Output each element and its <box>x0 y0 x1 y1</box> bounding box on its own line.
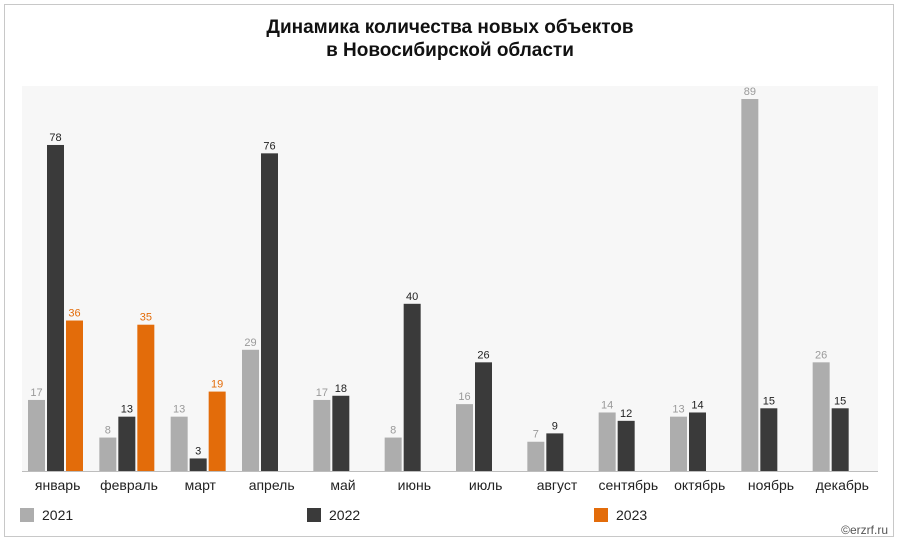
bar-2022-8 <box>546 433 564 471</box>
bar-2021-3 <box>170 416 188 471</box>
bar-2021-5 <box>313 399 331 471</box>
legend-label-2023: 2023 <box>616 507 648 523</box>
bar-2021-1 <box>28 399 45 471</box>
data-label-2022-5: 18 <box>335 383 347 395</box>
data-label-2023-3: 19 <box>211 379 223 391</box>
bar-2023-3 <box>208 391 226 471</box>
data-label-2022-8: 9 <box>552 420 558 432</box>
legend-swatch-2022 <box>307 508 321 522</box>
x-tick-label-7: июль <box>469 477 502 493</box>
bar-2023-2 <box>137 324 155 471</box>
x-tick-label-1: январь <box>35 477 80 493</box>
data-label-2022-9: 12 <box>620 408 632 420</box>
bar-2023-1 <box>66 320 83 471</box>
data-label-2022-7: 26 <box>477 349 489 361</box>
data-label-2022-11: 15 <box>763 395 775 407</box>
data-label-2021-10: 13 <box>672 404 684 416</box>
bar-2022-10 <box>689 412 706 471</box>
bar-2022-12 <box>831 408 849 471</box>
bar-2021-10 <box>670 416 687 471</box>
bar-2021-4 <box>242 349 259 471</box>
x-tick-label-10: октябрь <box>674 477 725 493</box>
data-label-2023-1: 36 <box>68 308 80 320</box>
x-tick-label-2: февраль <box>100 477 158 493</box>
x-tick-label-3: март <box>185 477 217 493</box>
bar-2022-11 <box>760 408 778 471</box>
bar-2021-8 <box>527 441 545 471</box>
legend-item-2023: 2023 <box>594 506 647 524</box>
bar-2022-3 <box>189 458 207 471</box>
data-label-2021-5: 17 <box>316 387 328 399</box>
plot-area <box>22 86 878 471</box>
x-tick-label-6: июнь <box>398 477 431 493</box>
data-label-2021-2: 8 <box>105 425 111 437</box>
x-tick-label-8: август <box>537 477 578 493</box>
x-tick-label-5: май <box>330 477 355 493</box>
legend-swatch-2023 <box>594 508 608 522</box>
legend-label-2021: 2021 <box>42 507 74 523</box>
bar-2022-6 <box>403 303 421 471</box>
bar-2022-7 <box>475 362 492 471</box>
legend-label-2022: 2022 <box>329 507 361 523</box>
data-label-2022-2: 13 <box>121 404 133 416</box>
data-label-2023-2: 35 <box>140 312 152 324</box>
x-tick-label-4: апрель <box>249 477 295 493</box>
data-label-2021-3: 13 <box>173 404 185 416</box>
data-label-2021-9: 14 <box>601 399 613 411</box>
legend-item-2021: 2021 <box>20 506 73 524</box>
x-tick-label-12: декабрь <box>816 477 869 493</box>
chart-title: Динамика количества новых объектов в Нов… <box>0 16 900 62</box>
data-label-2022-1: 78 <box>49 132 61 144</box>
data-label-2022-10: 14 <box>691 399 703 411</box>
data-label-2022-6: 40 <box>406 291 418 303</box>
bar-2022-9 <box>617 420 635 471</box>
legend-swatch-2021 <box>20 508 34 522</box>
chart-title-line1: Динамика количества новых объектов <box>266 17 634 38</box>
bar-2021-9 <box>598 412 616 471</box>
data-label-2021-6: 8 <box>390 425 396 437</box>
data-label-2021-12: 26 <box>815 349 827 361</box>
data-label-2022-12: 15 <box>834 395 846 407</box>
bar-2022-1 <box>47 144 64 471</box>
data-label-2021-4: 29 <box>244 337 256 349</box>
bar-2021-2 <box>99 437 117 471</box>
bar-2021-7 <box>456 404 473 471</box>
data-label-2022-3: 3 <box>195 445 201 457</box>
bar-2021-6 <box>384 437 402 471</box>
data-label-2021-1: 17 <box>30 387 42 399</box>
legend-item-2022: 2022 <box>307 506 360 524</box>
bar-2021-12 <box>812 362 830 471</box>
data-label-2021-8: 7 <box>533 429 539 441</box>
x-tick-label-11: ноябрь <box>748 477 794 493</box>
data-label-2021-7: 16 <box>458 391 470 403</box>
x-tick-label-9: сентябрь <box>599 477 659 493</box>
data-label-2022-4: 76 <box>263 140 275 152</box>
bar-2021-11 <box>741 99 759 471</box>
data-label-2021-11: 89 <box>744 86 756 98</box>
bar-2022-4 <box>261 153 278 471</box>
watermark: ©erzrf.ru <box>841 523 888 537</box>
bar-2022-2 <box>118 416 136 471</box>
bar-2022-5 <box>332 395 350 471</box>
chart-title-line2: в Новосибирской области <box>326 40 574 61</box>
